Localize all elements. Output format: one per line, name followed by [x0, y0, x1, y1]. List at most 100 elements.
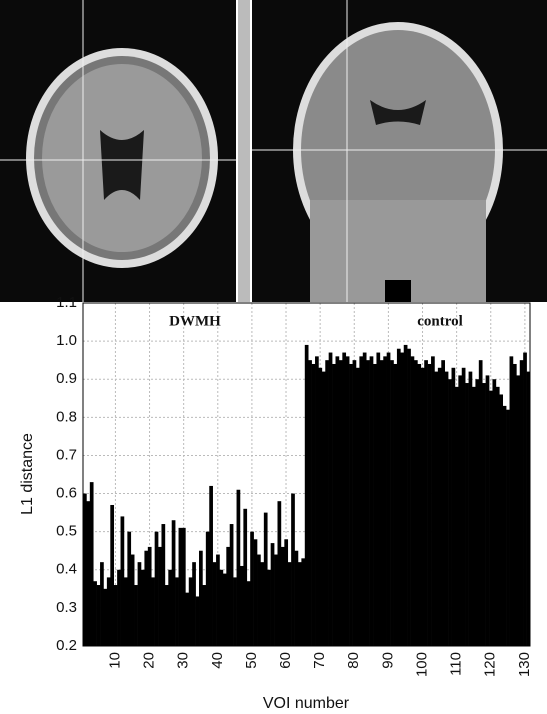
bar — [144, 551, 148, 646]
bar — [230, 524, 234, 646]
bar — [441, 360, 445, 646]
bar — [243, 509, 247, 646]
x-tick-label: 60 — [277, 652, 294, 669]
y-tick-label: 0.4 — [56, 561, 77, 578]
bar — [431, 356, 435, 646]
bar — [121, 516, 125, 646]
bar — [257, 555, 261, 646]
bar — [486, 375, 490, 646]
bar — [312, 364, 316, 646]
bar — [114, 585, 118, 646]
bar — [438, 368, 442, 646]
bar — [421, 368, 425, 646]
x-tick-label: 10 — [106, 652, 123, 669]
bar — [356, 368, 360, 646]
bar — [226, 547, 230, 646]
bar — [284, 539, 288, 646]
bar — [202, 585, 206, 646]
figure: DWMH control L1 distance VOI number 0.20… — [0, 0, 547, 714]
bar — [455, 387, 459, 646]
bar — [158, 547, 162, 646]
bar — [366, 360, 370, 646]
bar — [523, 353, 527, 646]
x-tick-label: 20 — [141, 652, 158, 669]
bar — [124, 577, 128, 646]
bar — [318, 368, 322, 646]
bar — [103, 589, 107, 646]
bar — [510, 356, 514, 646]
bar — [209, 486, 213, 646]
bar — [298, 562, 302, 646]
bar — [349, 364, 353, 646]
bar — [247, 581, 251, 646]
bar — [281, 547, 285, 646]
y-tick-label: 0.7 — [56, 446, 77, 463]
x-tick-label: 130 — [516, 652, 533, 677]
bar — [516, 375, 520, 646]
bar — [206, 532, 210, 646]
bar — [179, 528, 183, 646]
bar — [475, 379, 479, 646]
bar — [342, 353, 346, 646]
bar — [428, 364, 432, 646]
y-tick-label: 0.9 — [56, 370, 77, 387]
bar — [380, 360, 384, 646]
y-tick-label: 0.2 — [56, 637, 77, 654]
bar — [445, 372, 449, 646]
y-tick-label: 0.8 — [56, 408, 77, 425]
bar — [411, 356, 415, 646]
y-axis-title: L1 distance — [19, 433, 36, 515]
bar — [117, 570, 121, 646]
bar — [86, 501, 90, 646]
bar — [219, 570, 223, 646]
bar — [250, 532, 254, 646]
bar — [172, 520, 176, 646]
bar — [407, 349, 411, 646]
bar — [308, 360, 312, 646]
bar — [400, 353, 404, 646]
bar — [196, 596, 200, 646]
bar — [329, 353, 333, 646]
bar — [110, 505, 114, 646]
bar — [513, 364, 517, 646]
bar — [499, 394, 503, 646]
bar — [240, 566, 244, 646]
annotation: control — [417, 313, 463, 329]
annotation: DWMH — [169, 313, 221, 329]
bar — [305, 345, 309, 646]
bar — [138, 562, 142, 646]
bar — [141, 570, 145, 646]
bar — [233, 577, 237, 646]
bar — [155, 532, 159, 646]
bar — [482, 383, 486, 646]
x-tick-label: 70 — [311, 652, 328, 669]
bar — [277, 501, 281, 646]
bar — [373, 364, 377, 646]
bar — [424, 360, 428, 646]
bar — [383, 356, 387, 646]
bar — [325, 360, 329, 646]
mri-coronal-panel — [252, 0, 547, 302]
bar — [291, 494, 295, 646]
y-tick-label: 1.0 — [56, 332, 77, 349]
bar — [417, 364, 421, 646]
bar — [97, 585, 101, 646]
bar — [469, 372, 473, 646]
bar — [503, 406, 507, 646]
y-tick-label: 0.5 — [56, 523, 77, 540]
bar — [492, 379, 496, 646]
bar — [346, 356, 350, 646]
bar — [404, 345, 408, 646]
plot-area — [83, 303, 530, 646]
x-tick-label: 50 — [243, 652, 260, 669]
bar — [271, 543, 275, 646]
bar — [199, 551, 203, 646]
bar — [472, 387, 476, 646]
bar — [332, 364, 336, 646]
bar — [506, 410, 510, 646]
bar — [107, 577, 111, 646]
bar — [363, 353, 367, 646]
bar — [168, 570, 172, 646]
bar — [189, 577, 193, 646]
bar — [260, 562, 264, 646]
